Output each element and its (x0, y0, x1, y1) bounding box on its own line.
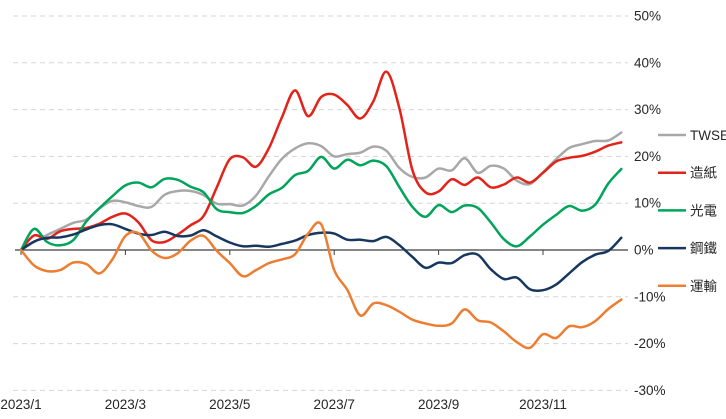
x-axis-label: 2023/9 (418, 397, 459, 412)
series-line-光電 (19, 155, 623, 252)
x-axis-label: 2023/1 (0, 397, 41, 412)
y-axis-label: 50% (634, 9, 661, 24)
legend-item: TWSE (658, 128, 726, 143)
y-axis-label: -10% (634, 289, 666, 304)
series-line-鋼鐵 (19, 222, 623, 293)
y-axis-label: 0% (634, 243, 654, 258)
x-axis-label: 2023/5 (209, 397, 250, 412)
legend-item: 鋼鐵 (658, 240, 718, 256)
legend-item: 運輸 (658, 279, 718, 294)
legend-label: TWSE (690, 128, 726, 143)
legend-label: 光電 (690, 203, 717, 218)
legend-item: 光電 (658, 203, 717, 218)
x-axis-label: 2023/11 (519, 397, 567, 412)
y-axis-label: 30% (634, 102, 661, 117)
legend-label: 運輸 (690, 279, 718, 294)
y-axis-label: 10% (634, 196, 661, 211)
x-axis-label: 2023/7 (314, 397, 355, 412)
legend-label: 鋼鐵 (690, 240, 718, 256)
legend-item: 造紙 (658, 166, 718, 181)
y-axis-label: -20% (634, 336, 666, 351)
legend-label: 造紙 (690, 166, 718, 181)
x-axis-label: 2023/3 (105, 397, 146, 412)
y-axis-label: -30% (634, 383, 666, 398)
y-axis-label: 20% (634, 149, 661, 164)
series-line-運輸 (19, 221, 623, 350)
series-line-造紙 (19, 70, 623, 252)
series-line-TWSE (19, 131, 623, 252)
y-axis-label: 40% (634, 55, 661, 70)
